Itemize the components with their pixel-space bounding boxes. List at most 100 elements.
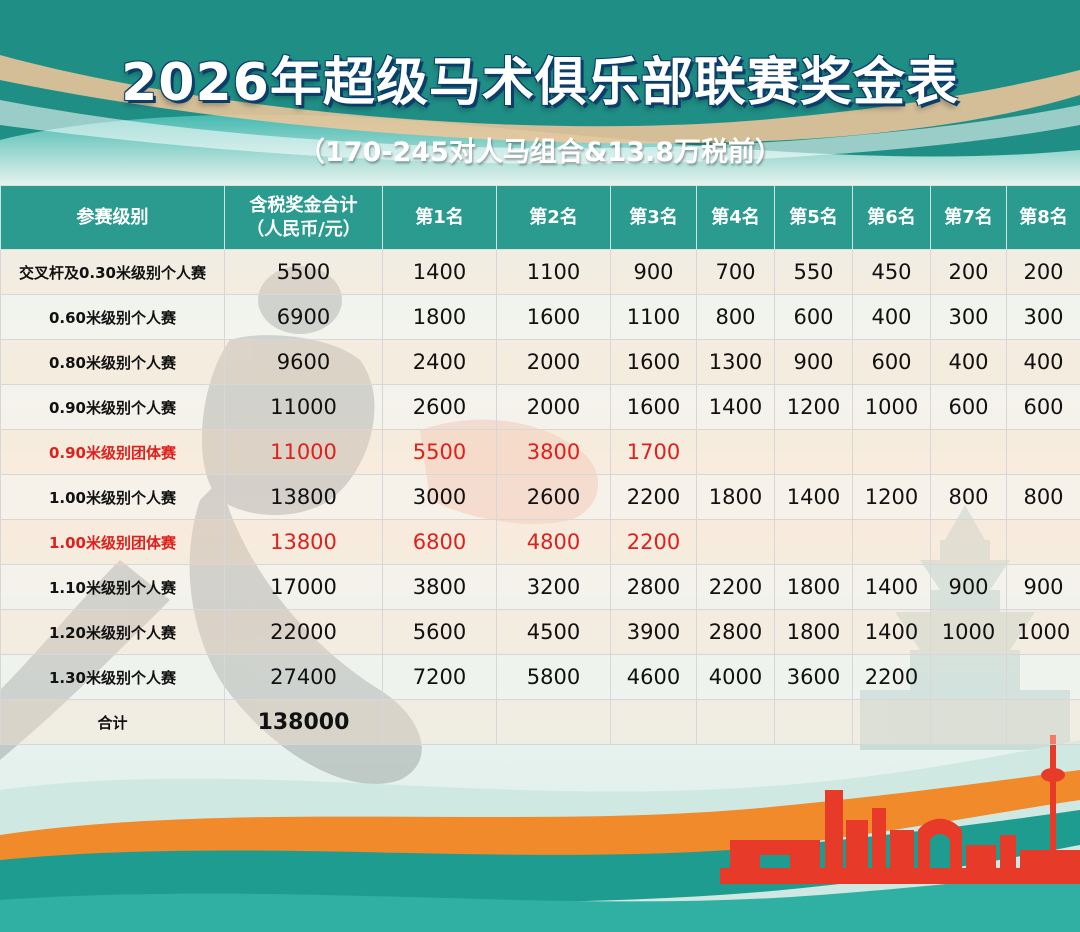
cell-place-1: 2600: [382, 384, 497, 430]
header-total: 含税奖金合计 （人民币/元）: [224, 185, 383, 250]
cell-place-4: 1400: [696, 384, 775, 430]
row-total: 13800: [224, 474, 383, 520]
header-place-3: 第3名: [610, 185, 697, 250]
cell-place-5: 3600: [774, 654, 853, 700]
table-row: 交叉杆及0.30米级别个人赛 5500 1400 1100 900 700 55…: [0, 249, 1080, 295]
cell-place-1: 1800: [382, 294, 497, 340]
cell-place-2: 3200: [496, 564, 611, 610]
cell-place-6: 1400: [852, 609, 931, 655]
cell-place-8: 800: [1006, 474, 1080, 520]
cell-place-1: 5600: [382, 609, 497, 655]
row-category: 1.00米级别个人赛: [0, 474, 225, 520]
cell-place-2: 3800: [496, 429, 611, 475]
empty-cell: [696, 699, 775, 745]
empty-cell: [774, 699, 853, 745]
table-row: 0.90米级别个人赛 11000 2600 2000 1600 1400 120…: [0, 384, 1080, 430]
cell-place-8: 600: [1006, 384, 1080, 430]
cell-place-7: 400: [930, 339, 1007, 385]
row-total: 22000: [224, 609, 383, 655]
cell-place-6: 1000: [852, 384, 931, 430]
cell-place-6: [852, 429, 931, 475]
cell-place-7: 200: [930, 249, 1007, 295]
row-total: 13800: [224, 519, 383, 565]
cell-place-7: 900: [930, 564, 1007, 610]
cell-place-4: 800: [696, 294, 775, 340]
cell-place-2: 1100: [496, 249, 611, 295]
cell-place-6: 400: [852, 294, 931, 340]
row-total: 9600: [224, 339, 383, 385]
cell-place-8: 400: [1006, 339, 1080, 385]
cell-place-7: [930, 429, 1007, 475]
empty-cell: [382, 699, 497, 745]
row-total: 6900: [224, 294, 383, 340]
cell-place-4: [696, 519, 775, 565]
cell-place-4: 4000: [696, 654, 775, 700]
table-row: 1.10米级别个人赛 17000 3800 3200 2800 2200 180…: [0, 564, 1080, 610]
header-place-5: 第5名: [774, 185, 853, 250]
cell-place-1: 3000: [382, 474, 497, 520]
cell-place-5: [774, 519, 853, 565]
cell-place-4: [696, 429, 775, 475]
row-category: 1.00米级别团体赛: [0, 519, 225, 565]
cell-place-2: 2000: [496, 384, 611, 430]
cell-place-3: 1600: [610, 384, 697, 430]
cell-place-6: 1200: [852, 474, 931, 520]
table-total-row: 合计 138000: [0, 699, 1080, 745]
cell-place-7: 1000: [930, 609, 1007, 655]
cell-place-2: 5800: [496, 654, 611, 700]
row-category: 0.60米级别个人赛: [0, 294, 225, 340]
table-row-team: 0.90米级别团体赛 11000 5500 3800 1700: [0, 429, 1080, 475]
cell-place-7: 300: [930, 294, 1007, 340]
cell-place-8: 200: [1006, 249, 1080, 295]
cell-place-6: 2200: [852, 654, 931, 700]
cell-place-3: 4600: [610, 654, 697, 700]
cell-place-7: [930, 654, 1007, 700]
total-label: 合计: [0, 699, 225, 745]
table-row: 1.30米级别个人赛 27400 7200 5800 4600 4000 360…: [0, 654, 1080, 700]
cell-place-3: 2200: [610, 519, 697, 565]
cell-place-8: [1006, 654, 1080, 700]
cell-place-4: 2800: [696, 609, 775, 655]
cell-place-6: 1400: [852, 564, 931, 610]
cell-place-3: 2800: [610, 564, 697, 610]
cell-place-2: 2000: [496, 339, 611, 385]
cell-place-1: 1400: [382, 249, 497, 295]
cell-place-5: 1200: [774, 384, 853, 430]
header-total-line1: 含税奖金合计: [249, 194, 358, 216]
header-category: 参赛级别: [0, 185, 225, 250]
header-place-8: 第8名: [1006, 185, 1080, 250]
cell-place-8: [1006, 519, 1080, 565]
row-category: 1.10米级别个人赛: [0, 564, 225, 610]
header-place-4: 第4名: [696, 185, 775, 250]
empty-cell: [610, 699, 697, 745]
row-total: 11000: [224, 384, 383, 430]
cell-place-1: 6800: [382, 519, 497, 565]
row-category: 0.90米级别团体赛: [0, 429, 225, 475]
cell-place-3: 3900: [610, 609, 697, 655]
cell-place-2: 4800: [496, 519, 611, 565]
cell-place-3: 900: [610, 249, 697, 295]
table-row: 0.60米级别个人赛 6900 1800 1600 1100 800 600 4…: [0, 294, 1080, 340]
cell-place-1: 3800: [382, 564, 497, 610]
cell-place-4: 2200: [696, 564, 775, 610]
cell-place-3: 1600: [610, 339, 697, 385]
cell-place-4: 1800: [696, 474, 775, 520]
poster-title: 2026年超级马术俱乐部联赛奖金表: [121, 53, 959, 113]
row-category: 1.30米级别个人赛: [0, 654, 225, 700]
row-category: 0.90米级别个人赛: [0, 384, 225, 430]
table-row: 1.00米级别个人赛 13800 3000 2600 2200 1800 140…: [0, 474, 1080, 520]
row-category: 交叉杆及0.30米级别个人赛: [0, 249, 225, 295]
header-total-line2: （人民币/元）: [246, 218, 361, 240]
cell-place-8: [1006, 429, 1080, 475]
cell-place-6: 600: [852, 339, 931, 385]
row-total: 27400: [224, 654, 383, 700]
cell-place-2: 2600: [496, 474, 611, 520]
cell-place-5: 900: [774, 339, 853, 385]
empty-cell: [1006, 699, 1080, 745]
row-category: 1.20米级别个人赛: [0, 609, 225, 655]
empty-cell: [496, 699, 611, 745]
cell-place-1: 7200: [382, 654, 497, 700]
cell-place-5: 550: [774, 249, 853, 295]
cell-place-1: 5500: [382, 429, 497, 475]
